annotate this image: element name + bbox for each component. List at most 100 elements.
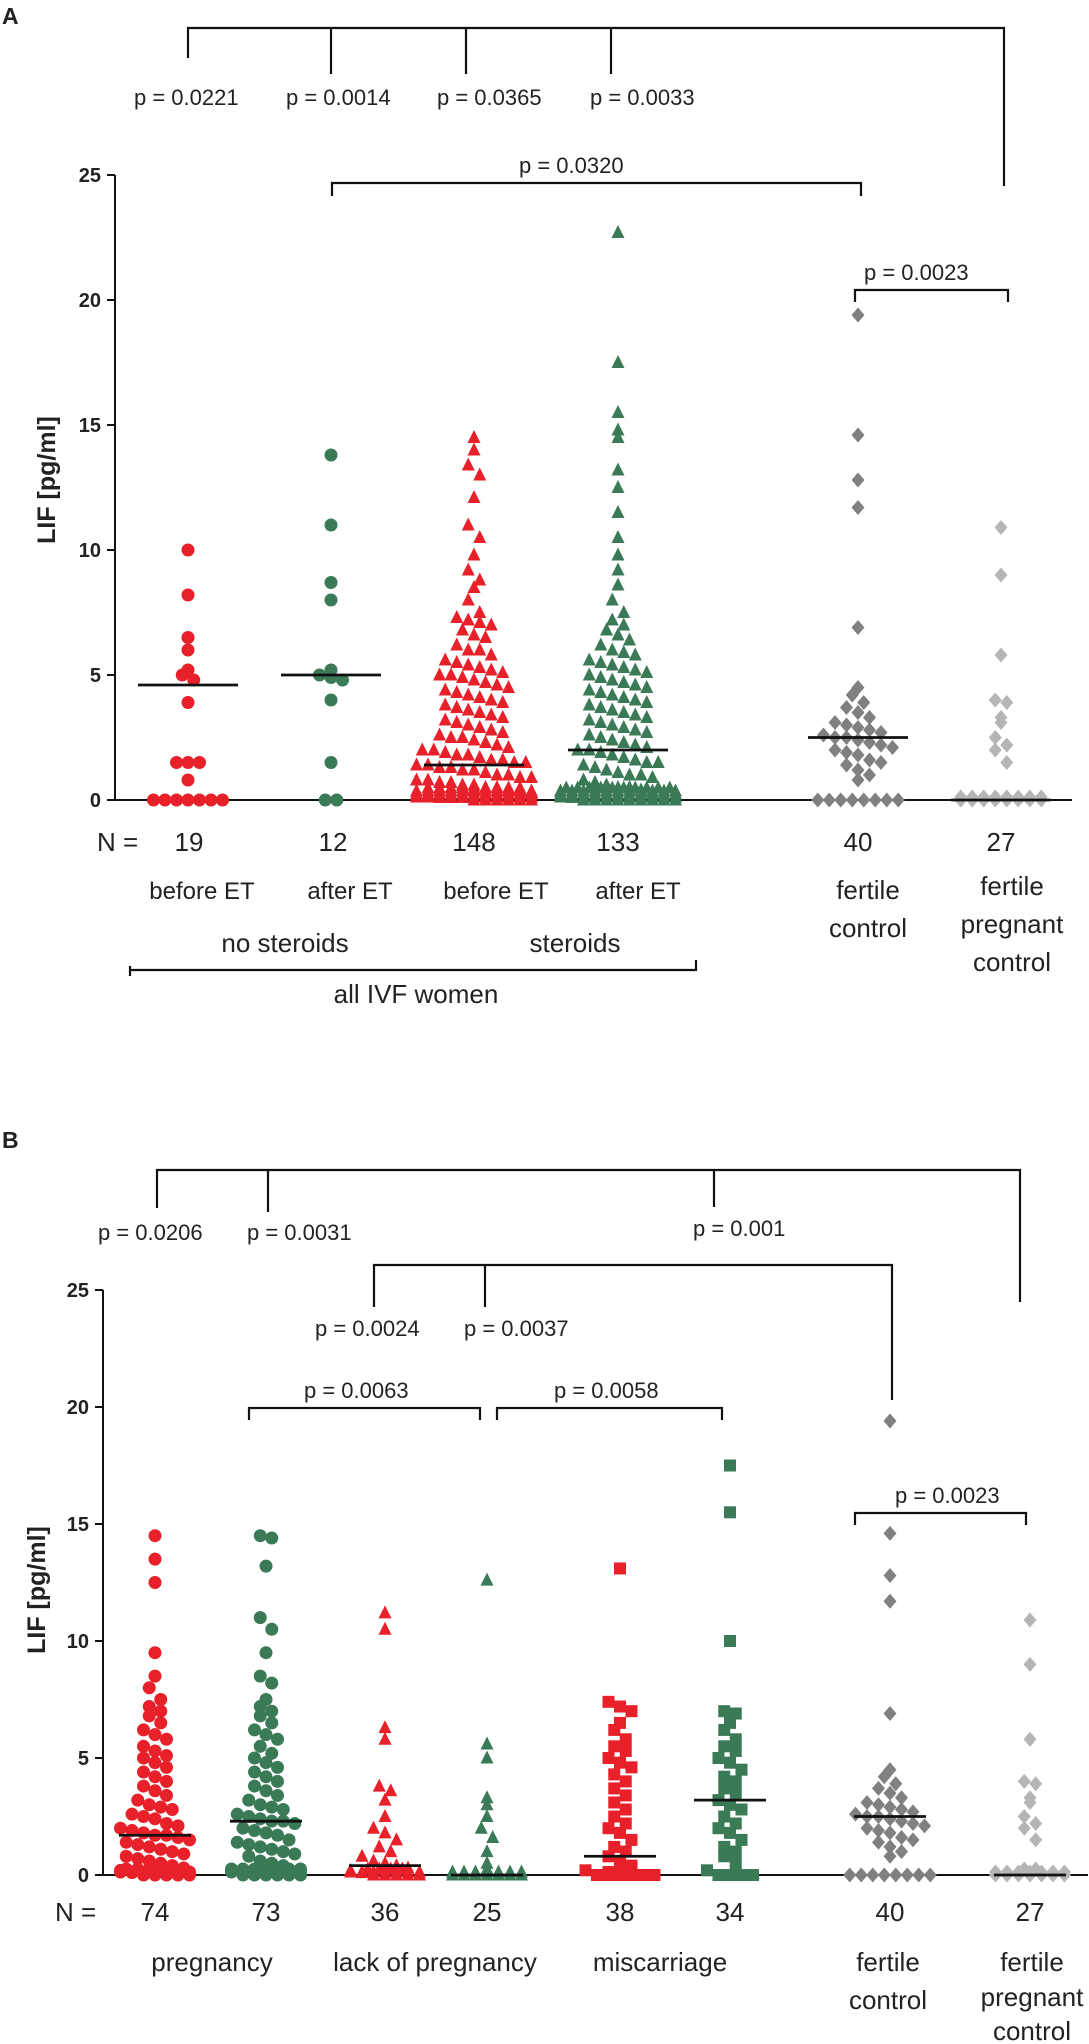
data-point-b-6-16	[906, 1832, 920, 1848]
data-point-b-1-41	[288, 1817, 302, 1831]
data-point-b-0-70	[148, 1646, 162, 1660]
data-point-b-6-13	[872, 1823, 885, 1839]
data-point-a-2-91	[490, 737, 504, 751]
y-axis-label-a: LIF [pg/ml]	[33, 416, 61, 544]
data-point-a-3-96	[605, 687, 619, 701]
data-point-b-6-17	[849, 1806, 862, 1822]
data-point-a-3-112	[594, 637, 608, 651]
data-point-a-4-27	[863, 722, 876, 738]
data-point-a-3-70	[594, 745, 608, 758]
data-point-a-3-86	[628, 722, 642, 736]
data-point-b-3-22	[480, 1750, 494, 1764]
data-point-a-3-100	[582, 667, 596, 681]
data-point-b-2-7	[344, 1864, 357, 1878]
data-point-a-3-59	[634, 782, 648, 796]
data-point-a-2-76	[415, 742, 429, 756]
data-point-b-4-14	[619, 1845, 632, 1858]
data-point-a-2-83	[496, 752, 510, 766]
panel-b-label: B	[2, 1127, 19, 1153]
data-point-a-4-0	[811, 792, 825, 808]
data-point-b-6-22	[906, 1816, 920, 1832]
data-point-b-6-12	[860, 1820, 874, 1836]
data-point-b-2-31	[384, 1783, 398, 1797]
data-point-b-4-17	[625, 1833, 638, 1846]
group-label-b-3: fertile	[856, 1947, 920, 1977]
pval-b-8: p = 0.0023	[895, 1483, 1000, 1508]
data-point-b-4-12	[625, 1859, 638, 1872]
data-point-a-2-121	[473, 660, 487, 673]
median-lines-b	[119, 1798, 1066, 1877]
data-point-b-4-15	[602, 1822, 615, 1835]
data-point-b-5-13	[729, 1817, 742, 1830]
data-point-b-1-35	[282, 1833, 296, 1847]
data-point-a-4-25	[840, 717, 853, 733]
data-point-a-3-128	[611, 480, 625, 493]
data-point-a-0-1	[158, 793, 172, 807]
data-point-a-2-134	[484, 617, 498, 631]
data-point-a-3-109	[617, 660, 631, 673]
data-point-a-2-136	[473, 605, 487, 618]
data-point-a-2-90	[479, 735, 492, 748]
panel-b: B p = 0.0206 p = 0.0031 p = 0.001 p = 0.…	[2, 1127, 1088, 2044]
data-point-a-2-113	[456, 670, 469, 683]
n-count-a-3: 133	[596, 827, 639, 857]
data-point-b-0-34	[137, 1826, 150, 1840]
data-point-a-2-117	[502, 680, 515, 693]
data-point-b-1-27	[253, 1840, 267, 1854]
data-point-a-0-17	[181, 588, 195, 602]
data-point-a-2-109	[484, 692, 498, 706]
pval-b-5: p = 0.0037	[464, 1316, 569, 1341]
data-point-a-2-68	[444, 760, 458, 773]
data-point-a-2-115	[479, 675, 492, 688]
pval-b-2: p = 0.0031	[247, 1220, 352, 1245]
data-point-b-2-35	[378, 1605, 392, 1619]
data-point-a-3-106	[582, 652, 596, 666]
data-point-a-2-107	[461, 687, 475, 701]
data-point-a-4-29	[840, 700, 853, 715]
data-point-a-4-1	[822, 792, 836, 808]
data-point-a-1-6	[336, 673, 349, 687]
data-point-a-2-122	[484, 662, 498, 676]
data-point-a-2-127	[484, 647, 498, 661]
data-point-a-3-63	[600, 762, 613, 776]
data-point-b-4-6	[648, 1869, 661, 1881]
data-point-b-0-54	[137, 1751, 150, 1765]
category-all-ivf: all IVF women	[334, 979, 499, 1009]
data-point-b-1-43	[253, 1798, 267, 1812]
data-point-a-2-82	[484, 752, 498, 766]
data-point-a-3-56	[600, 777, 613, 791]
data-point-a-2-73	[502, 767, 515, 781]
category-no-steroids: no steroids	[221, 928, 348, 958]
data-point-a-3-66	[634, 767, 648, 781]
data-point-a-5-25	[994, 567, 1008, 583]
data-point-b-5-23	[735, 1763, 748, 1776]
bracket-b-0023	[853, 1511, 1028, 1525]
data-point-b-5-5	[718, 1850, 731, 1863]
data-point-a-3-58	[623, 780, 636, 793]
data-point-a-3-60	[646, 785, 659, 798]
data-point-a-4-22	[874, 737, 888, 753]
data-point-a-4-33	[857, 695, 871, 710]
data-point-b-7-24	[1023, 1731, 1037, 1747]
bracket-b-mid	[372, 1263, 894, 1400]
n-count-b-5: 34	[716, 1897, 745, 1927]
data-point-a-2-108	[473, 690, 487, 703]
data-point-b-6-1	[854, 1867, 868, 1883]
data-point-a-3-124	[611, 562, 625, 576]
data-point-b-0-58	[148, 1744, 162, 1758]
data-point-b-4-13	[608, 1840, 621, 1853]
data-point-a-2-96	[473, 720, 487, 733]
data-point-b-1-45	[276, 1802, 290, 1816]
data-point-a-2-44	[421, 780, 435, 794]
data-point-b-5-0	[701, 1864, 713, 1877]
data-point-a-2-78	[438, 745, 452, 758]
n-count-b-0: 74	[141, 1897, 170, 1927]
data-point-b-6-37	[883, 1567, 897, 1583]
data-point-a-1-1	[330, 793, 344, 807]
pval-b-3: p = 0.001	[693, 1216, 785, 1241]
data-point-b-2-13	[413, 1864, 426, 1878]
data-point-b-0-56	[160, 1760, 173, 1774]
data-point-b-1-51	[271, 1774, 284, 1788]
data-point-b-0-20	[119, 1849, 133, 1863]
data-point-a-3-121	[605, 592, 619, 606]
